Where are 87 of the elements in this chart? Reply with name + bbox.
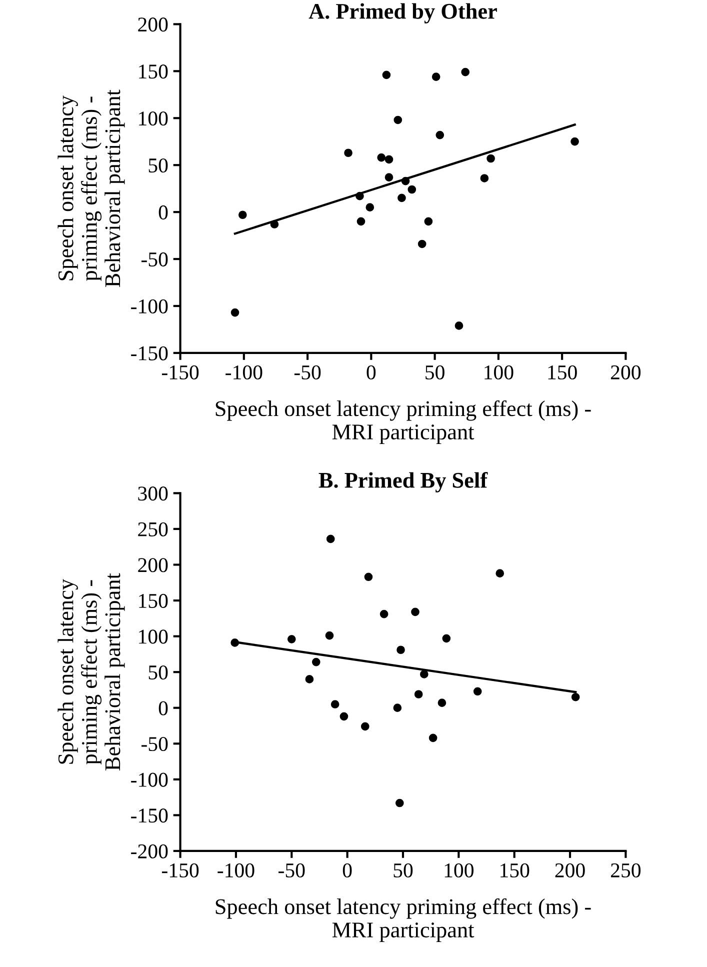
x-axis-title: Speech onset latency priming effect (ms) - MRI participant <box>216 898 591 942</box>
x-tick-label: -50 <box>294 365 321 380</box>
x-tick-label: 50 <box>394 863 413 878</box>
point <box>384 173 394 182</box>
point <box>571 692 580 702</box>
y-axis-title: Speech onset latency priming effect (ms) - Behavioral participant <box>58 573 125 770</box>
point <box>384 155 394 164</box>
y-tick-label: -100 <box>131 299 168 314</box>
point <box>432 72 440 81</box>
point <box>486 154 495 163</box>
point <box>454 322 464 330</box>
point <box>270 220 279 228</box>
x-tick-label: 150 <box>548 365 577 380</box>
point <box>408 185 416 194</box>
point <box>356 192 364 200</box>
point <box>305 675 314 684</box>
y-tick-label: 150 <box>139 594 168 608</box>
point <box>570 137 579 146</box>
point <box>395 798 404 808</box>
y-tick-label: 100 <box>139 111 168 126</box>
point <box>344 148 352 158</box>
x-tick-label: -100 <box>226 365 262 380</box>
chart-title: A. Primed by Other <box>308 3 497 24</box>
point <box>414 690 423 698</box>
x-tick-label: 200 <box>555 863 585 878</box>
chart-title: B. Primed By Self <box>318 472 488 492</box>
y-tick-label: -50 <box>141 736 168 752</box>
point <box>424 217 433 226</box>
point <box>377 153 386 162</box>
y-tick-label: 0 <box>158 701 168 716</box>
y-tick-label: -150 <box>131 808 168 823</box>
point <box>330 700 340 708</box>
point <box>230 638 240 647</box>
point <box>411 608 420 616</box>
x-tick-label: 100 <box>444 863 474 878</box>
point <box>287 634 296 644</box>
point <box>380 610 388 618</box>
point <box>461 68 470 76</box>
point <box>360 722 370 731</box>
point <box>438 698 446 707</box>
point <box>396 646 405 654</box>
point <box>398 194 406 202</box>
point <box>312 658 320 666</box>
x-tick-label: 100 <box>484 365 514 380</box>
point <box>238 210 247 220</box>
point <box>326 534 335 544</box>
y-tick-label: 0 <box>158 205 168 220</box>
x-axis-title: Speech onset latency priming effect (ms) - MRI participant <box>216 400 591 444</box>
point <box>496 569 504 578</box>
point <box>340 712 348 721</box>
point <box>230 308 240 317</box>
y-tick-label: 200 <box>138 18 168 32</box>
y-tick-label: 200 <box>138 558 168 572</box>
point <box>364 572 373 582</box>
y-tick-label: -150 <box>131 346 168 360</box>
point <box>325 631 334 640</box>
y-axis-title: Speech onset latency priming effect (ms) - Behavioral participant <box>58 90 125 287</box>
x-tick-label: 50 <box>426 365 444 380</box>
point <box>436 130 444 140</box>
point <box>356 217 366 226</box>
y-tick-label: 50 <box>148 665 168 680</box>
point <box>428 734 438 742</box>
y-tick-label: -200 <box>131 844 168 858</box>
point <box>420 670 428 678</box>
y-tick-label: 150 <box>139 64 168 79</box>
y-tick-label: 300 <box>138 486 168 501</box>
point <box>418 240 426 248</box>
point <box>393 704 402 712</box>
point <box>473 687 482 696</box>
y-tick-label: 250 <box>138 522 168 536</box>
x-tick-label: 0 <box>366 365 376 380</box>
x-tick-label: 150 <box>500 863 530 878</box>
point <box>442 634 451 643</box>
x-tick-label: 200 <box>610 365 641 380</box>
x-tick-label: 0 <box>342 863 352 878</box>
point <box>394 116 402 124</box>
y-tick-label: -50 <box>141 252 168 266</box>
y-tick-label: 50 <box>148 158 168 173</box>
x-tick-label: -50 <box>278 863 305 878</box>
point <box>480 174 489 182</box>
x-tick-label: -100 <box>218 863 254 878</box>
point <box>401 176 410 186</box>
x-tick-label: 250 <box>610 863 641 878</box>
point <box>366 203 374 212</box>
point <box>382 70 391 80</box>
y-tick-label: -100 <box>131 772 168 787</box>
y-tick-label: 100 <box>139 630 168 644</box>
